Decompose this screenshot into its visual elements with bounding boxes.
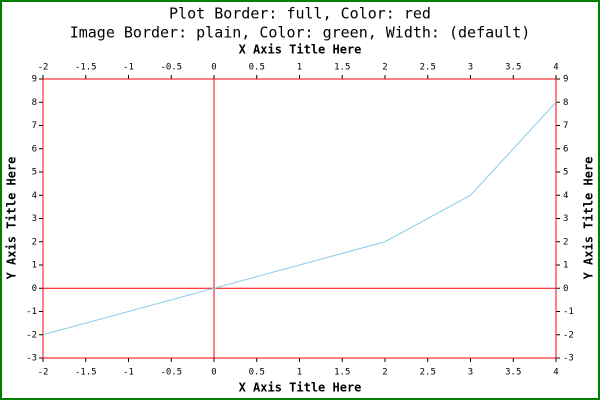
chart-title: Plot Border: full, Color: red bbox=[169, 5, 431, 23]
data-line bbox=[42, 101, 557, 336]
y-tick-label: 0 bbox=[32, 284, 37, 294]
y-tick-label: -3 bbox=[26, 354, 37, 364]
x-tick-label: 1 bbox=[297, 368, 302, 378]
y-axis-title: Y Axis Title Here bbox=[5, 157, 19, 280]
y-tick-label-right: -3 bbox=[563, 354, 574, 364]
y-tick-label: 6 bbox=[32, 144, 37, 154]
y-tick-label-right: -2 bbox=[563, 330, 574, 340]
x-axis-title: X Axis Title Here bbox=[239, 381, 362, 395]
x-tick-label-top: 3 bbox=[468, 63, 473, 73]
y-tick-label-right: 0 bbox=[563, 284, 568, 294]
x-tick-label: -1 bbox=[123, 368, 134, 378]
x-tick-label-top: 4 bbox=[553, 63, 558, 73]
x-tick-label-top: 3.5 bbox=[505, 63, 521, 73]
y-tick-label: 5 bbox=[32, 168, 37, 178]
y-tick-label: -1 bbox=[26, 307, 37, 317]
y-tick-label-right: 5 bbox=[563, 168, 568, 178]
x-tick-label-top: -0.5 bbox=[160, 63, 182, 73]
x-tick-label: 2 bbox=[382, 368, 387, 378]
y-tick-label: -2 bbox=[26, 330, 37, 340]
chart-subtitle: Image Border: plain, Color: green, Width… bbox=[70, 24, 531, 42]
y-tick-label-right: 6 bbox=[563, 144, 568, 154]
x-tick-label-top: 0 bbox=[211, 63, 216, 73]
y-tick-label-right: 4 bbox=[563, 191, 568, 201]
x-tick-label: 0.5 bbox=[249, 368, 265, 378]
x-tick-label-top: 2.5 bbox=[420, 63, 436, 73]
plot-border bbox=[42, 78, 557, 359]
y-axis-title-right: Y Axis Title Here bbox=[582, 157, 596, 280]
x-tick-label-top: 0.5 bbox=[249, 63, 265, 73]
y-tick-label: 3 bbox=[32, 214, 37, 224]
y-tick-label: 7 bbox=[32, 121, 37, 131]
y-tick-label: 9 bbox=[32, 75, 37, 85]
x-axis-title-top: X Axis Title Here bbox=[239, 43, 362, 57]
x-tick-label-top: 1.5 bbox=[334, 63, 350, 73]
x-tick-label: -0.5 bbox=[160, 368, 182, 378]
y-tick-label: 2 bbox=[32, 237, 37, 247]
x-tick-label: 3 bbox=[468, 368, 473, 378]
x-tick-label: -1.5 bbox=[75, 368, 97, 378]
x-tick-label: 0 bbox=[211, 368, 216, 378]
x-tick-label-top: -1.5 bbox=[75, 63, 97, 73]
y-tick-label-right: 3 bbox=[563, 214, 568, 224]
y-tick-label-right: 8 bbox=[563, 98, 568, 108]
y-tick-label-right: 7 bbox=[563, 121, 568, 131]
x-tick-label: 4 bbox=[553, 368, 558, 378]
y-tick-label-right: 2 bbox=[563, 237, 568, 247]
x-tick-label-top: -2 bbox=[38, 63, 49, 73]
x-tick-label-top: 1 bbox=[297, 63, 302, 73]
x-tick-label-top: -1 bbox=[123, 63, 134, 73]
x-tick-label: 1.5 bbox=[334, 368, 350, 378]
x-tick-label: 3.5 bbox=[505, 368, 521, 378]
y-tick-label-right: -1 bbox=[563, 307, 574, 317]
x-tick-label: -2 bbox=[38, 368, 49, 378]
x-tick-label: 2.5 bbox=[420, 368, 436, 378]
y-tick-label: 1 bbox=[32, 261, 37, 271]
y-tick-label-right: 9 bbox=[563, 75, 568, 85]
x-tick-label-top: 2 bbox=[382, 63, 387, 73]
y-tick-label: 4 bbox=[32, 191, 37, 201]
y-tick-label: 8 bbox=[32, 98, 37, 108]
y-tick-label-right: 1 bbox=[563, 261, 568, 271]
